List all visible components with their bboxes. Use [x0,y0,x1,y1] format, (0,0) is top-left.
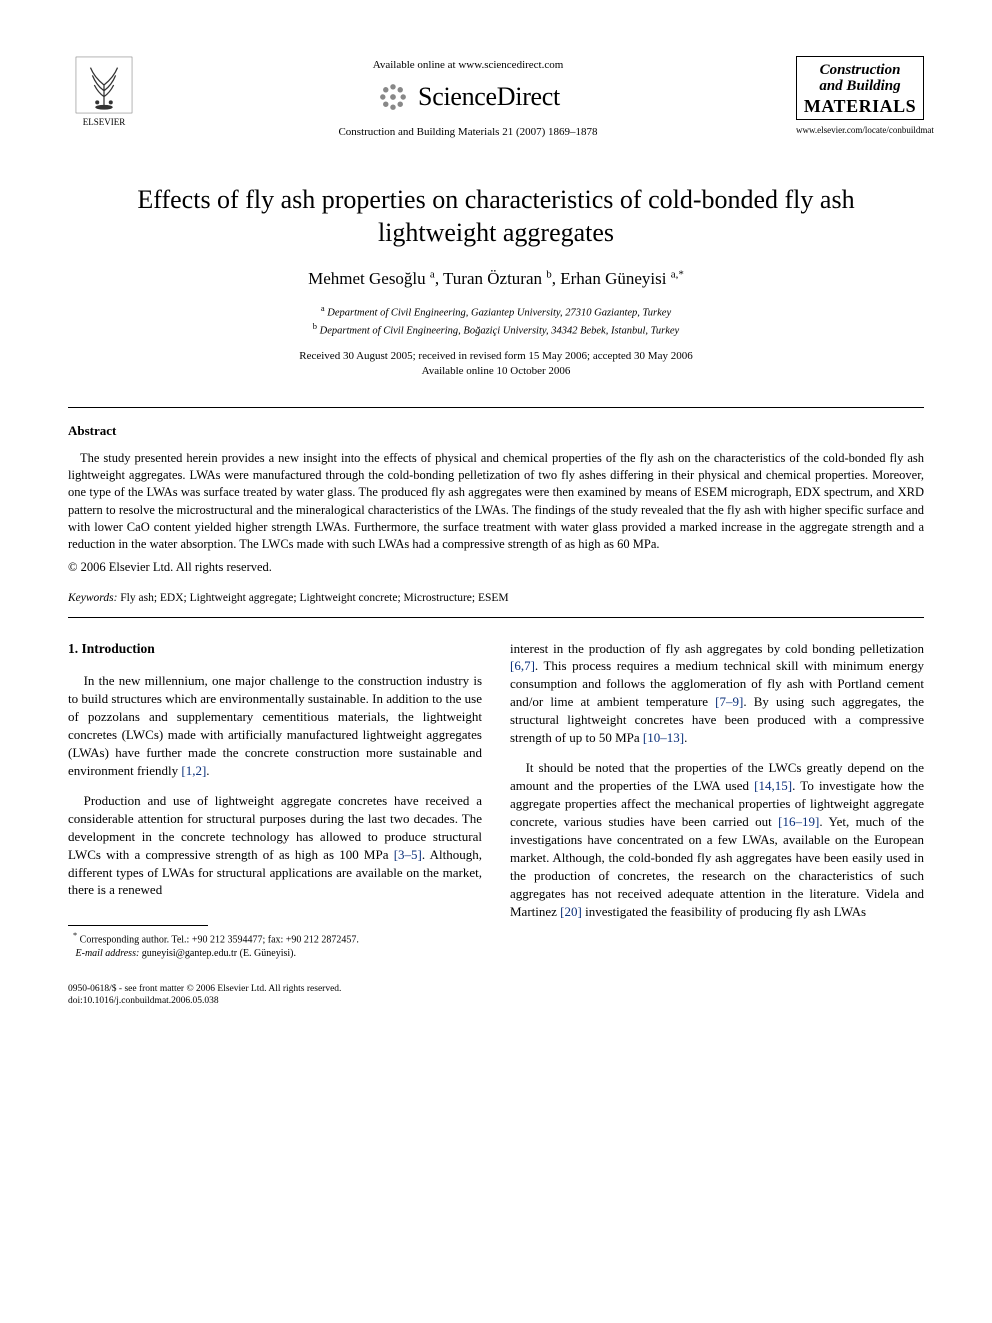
keywords-label: Keywords: [68,592,117,604]
publisher-name: ELSEVIER [68,116,140,128]
front-matter-line1: 0950-0618/$ - see front matter © 2006 El… [68,983,924,995]
ref-link[interactable]: [20] [560,904,582,919]
corresponding-author-footnote: * Corresponding author. Tel.: +90 212 35… [68,930,482,960]
ref-link[interactable]: [10–13] [643,730,684,745]
received-dates: Received 30 August 2005; received in rev… [68,349,924,364]
citation-line: Construction and Building Materials 21 (… [140,125,796,140]
page-header: ELSEVIER Available online at www.science… [68,56,924,140]
affiliation-a: a Department of Civil Engineering, Gazia… [68,303,924,321]
abstract-text: The study presented herein provides a ne… [68,450,924,554]
keywords-text: Fly ash; EDX; Lightweight aggregate; Lig… [117,592,508,604]
doi-line: doi:10.1016/j.conbuildmat.2006.05.038 [68,995,924,1007]
author-list: Mehmet Gesoğlu a, Turan Özturan b, Erhan… [68,267,924,290]
footnote-email-who: (E. Güneyisi). [237,948,296,959]
ref-link[interactable]: [3–5] [394,847,422,862]
intro-para-1: In the new millennium, one major challen… [68,672,482,780]
footnote-email[interactable]: guneyisi@gantep.edu.tr [142,948,237,959]
affiliation-b-text: Department of Civil Engineering, Boğaziç… [320,325,680,336]
copyright-line: © 2006 Elsevier Ltd. All rights reserved… [68,559,924,576]
ref-link[interactable]: [14,15] [754,778,792,793]
intro-para-2-cont: interest in the production of fly ash ag… [510,640,924,748]
sciencedirect-flower-icon [376,80,410,114]
abstract-rule-bottom [68,617,924,618]
intro-para-2: Production and use of lightweight aggreg… [68,792,482,900]
affiliation-a-text: Department of Civil Engineering, Gaziant… [327,307,671,318]
abstract-body: The study presented herein provides a ne… [68,451,924,551]
body-columns: 1. Introduction In the new millennium, o… [68,640,924,961]
ref-link[interactable]: [6,7] [510,658,535,673]
header-center: Available online at www.sciencedirect.co… [140,56,796,140]
journal-logo: Construction and Building MATERIALS www.… [796,56,924,137]
ref-link[interactable]: [16–19] [778,814,819,829]
abstract-rule-top [68,407,924,408]
affiliations: a Department of Civil Engineering, Gazia… [68,303,924,339]
publisher-logo: ELSEVIER [68,56,140,128]
elsevier-tree-icon [75,56,133,114]
footnote-email-label: E-mail address: [76,948,140,959]
sciencedirect-logo: ScienceDirect [140,79,796,115]
right-column: interest in the production of fly ash ag… [510,640,924,961]
ref-link[interactable]: [1,2] [181,763,206,778]
affiliation-b: b Department of Civil Engineering, Boğaz… [68,321,924,339]
journal-logo-line3: MATERIALS [801,97,919,116]
ref-link[interactable]: [7–9] [715,694,743,709]
journal-logo-line1: Construction [801,63,919,79]
available-online-text: Available online at www.sciencedirect.co… [140,58,796,73]
journal-logo-line2: and Building [801,79,919,95]
intro-para-3: It should be noted that the properties o… [510,759,924,920]
online-date: Available online 10 October 2006 [68,364,924,379]
abstract-heading: Abstract [68,422,924,440]
journal-logo-box: Construction and Building MATERIALS [796,56,924,120]
front-matter-block: 0950-0618/$ - see front matter © 2006 El… [68,983,924,1008]
journal-url: www.elsevier.com/locate/conbuildmat [796,124,924,136]
left-column: 1. Introduction In the new millennium, o… [68,640,482,961]
keywords-line: Keywords: Fly ash; EDX; Lightweight aggr… [68,591,924,607]
section-heading: 1. Introduction [68,640,482,659]
article-dates: Received 30 August 2005; received in rev… [68,349,924,379]
sciencedirect-text: ScienceDirect [418,79,560,115]
footnote-rule [68,925,208,926]
footnote-corr-text: Corresponding author. Tel.: +90 212 3594… [80,935,359,946]
article-title: Effects of fly ash properties on charact… [78,184,914,249]
